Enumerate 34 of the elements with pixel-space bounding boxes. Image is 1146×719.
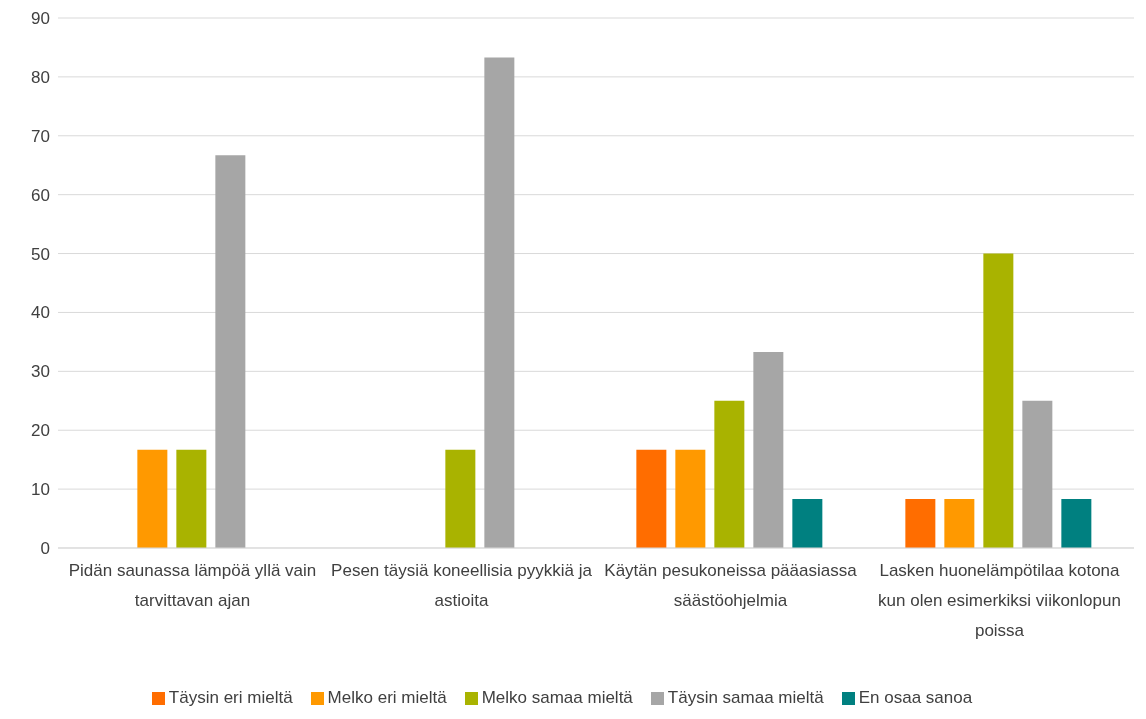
bar (137, 449, 168, 548)
y-tick-label: 70 (31, 126, 50, 146)
bar (484, 57, 515, 548)
legend-label: Melko samaa mieltä (481, 688, 633, 707)
legend-label: En osaa sanoa (858, 688, 973, 707)
y-tick-label: 90 (31, 9, 50, 29)
x-tick-label: Pidän saunassa lämpöä yllä vain tarvittavan ajan (68, 561, 317, 611)
bar (215, 155, 246, 548)
y-tick-label: 60 (31, 185, 50, 205)
bar (714, 400, 745, 548)
x-tick-label: Pesen täysiä koneellisia pyykkiä ja astioita (331, 561, 593, 611)
x-tick-label: Lasken huonelämpötilaa kotona kun olen esimerkiksi viikonlopun poissa (878, 561, 1121, 641)
bar (636, 449, 667, 548)
x-tick-label: Käytän pesukoneissa pääasiassa säästöohjelmia (604, 561, 858, 611)
bar (983, 253, 1014, 548)
legend-label: Täysin samaa mieltä (667, 688, 824, 707)
bar (1061, 499, 1092, 548)
legend-label: Täysin eri mieltä (168, 688, 293, 707)
y-tick-label: 80 (31, 67, 50, 87)
bar (1022, 400, 1053, 548)
bar (445, 449, 476, 548)
bar (675, 449, 706, 548)
y-tick-label: 30 (31, 362, 50, 382)
y-tick-label: 0 (40, 539, 50, 559)
y-tick-label: 10 (31, 480, 50, 500)
bar (753, 351, 784, 548)
y-tick-label: 50 (31, 244, 50, 264)
bar (905, 499, 936, 548)
y-tick-label: 40 (31, 303, 50, 323)
y-tick-label: 20 (31, 421, 50, 441)
bar (944, 499, 975, 548)
bar (176, 449, 207, 548)
bar (792, 499, 823, 548)
legend-label: Melko eri mieltä (327, 688, 447, 707)
